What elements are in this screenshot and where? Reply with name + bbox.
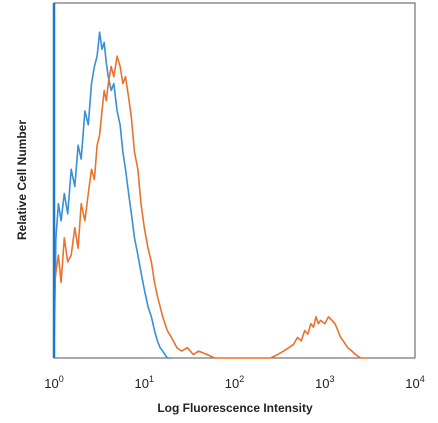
x-axis-title: Log Fluorescence Intensity: [157, 401, 313, 415]
series-line-1: [53, 31, 172, 359]
x-tick-label-0: 100: [44, 374, 63, 391]
x-tick-label-1: 101: [135, 374, 154, 391]
series-group: [53, 31, 368, 359]
y-axis-title: Relative Cell Number: [15, 120, 29, 240]
x-tick-labels: 100 101 102 103 104: [44, 374, 424, 391]
x-tick-label-2: 102: [225, 374, 244, 391]
series-line-2: [53, 55, 368, 359]
x-tick-label-3: 103: [315, 374, 334, 391]
x-tick-label-4: 104: [405, 374, 424, 391]
plot-frame: [53, 2, 416, 359]
